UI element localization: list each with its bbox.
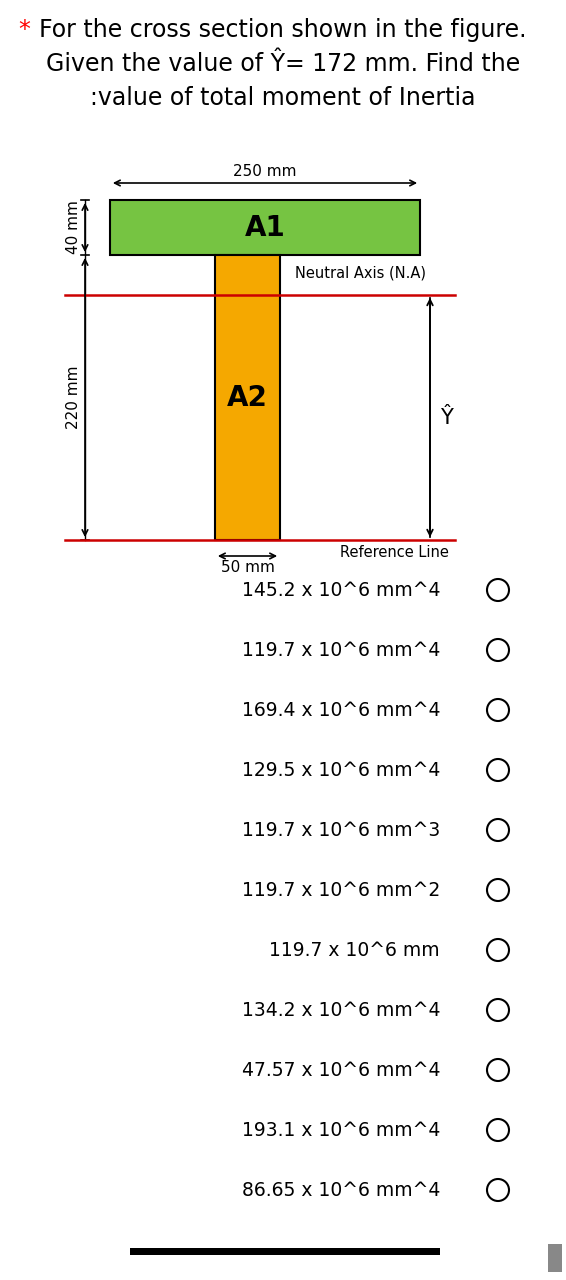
Bar: [548, 1244, 562, 1272]
Text: 119.7 x 10^6 mm^3: 119.7 x 10^6 mm^3: [242, 820, 440, 840]
Bar: [215, 255, 280, 540]
Text: 220 mm: 220 mm: [66, 366, 81, 429]
Text: 47.57 x 10^6 mm^4: 47.57 x 10^6 mm^4: [242, 1061, 440, 1079]
Text: A2: A2: [227, 384, 268, 411]
Text: For the cross section shown in the figure.: For the cross section shown in the figur…: [39, 18, 527, 42]
Bar: [130, 1248, 440, 1254]
Text: Neutral Axis (N.A): Neutral Axis (N.A): [295, 265, 426, 280]
Text: 169.4 x 10^6 mm^4: 169.4 x 10^6 mm^4: [242, 700, 440, 719]
Text: 119.7 x 10^6 mm^4: 119.7 x 10^6 mm^4: [242, 640, 440, 659]
Text: Reference Line: Reference Line: [340, 545, 449, 561]
Text: 134.2 x 10^6 mm^4: 134.2 x 10^6 mm^4: [242, 1001, 440, 1019]
Text: *: *: [18, 18, 30, 42]
Text: 119.7 x 10^6 mm^2: 119.7 x 10^6 mm^2: [242, 881, 440, 900]
Text: 119.7 x 10^6 mm: 119.7 x 10^6 mm: [269, 941, 440, 960]
Text: Given the value of Ŷ= 172 mm. Find the: Given the value of Ŷ= 172 mm. Find the: [46, 52, 520, 76]
Text: 129.5 x 10^6 mm^4: 129.5 x 10^6 mm^4: [242, 760, 440, 780]
Text: 193.1 x 10^6 mm^4: 193.1 x 10^6 mm^4: [242, 1120, 440, 1139]
Text: 40 mm: 40 mm: [66, 201, 81, 255]
Text: 250 mm: 250 mm: [233, 164, 297, 179]
Text: 86.65 x 10^6 mm^4: 86.65 x 10^6 mm^4: [242, 1180, 440, 1199]
Text: 145.2 x 10^6 mm^4: 145.2 x 10^6 mm^4: [242, 581, 440, 599]
Text: 50 mm: 50 mm: [221, 561, 275, 575]
Text: :value of total moment of Inertia: :value of total moment of Inertia: [90, 86, 476, 110]
Text: Ŷ: Ŷ: [440, 407, 453, 428]
Text: A1: A1: [245, 214, 285, 242]
Bar: [110, 200, 420, 255]
